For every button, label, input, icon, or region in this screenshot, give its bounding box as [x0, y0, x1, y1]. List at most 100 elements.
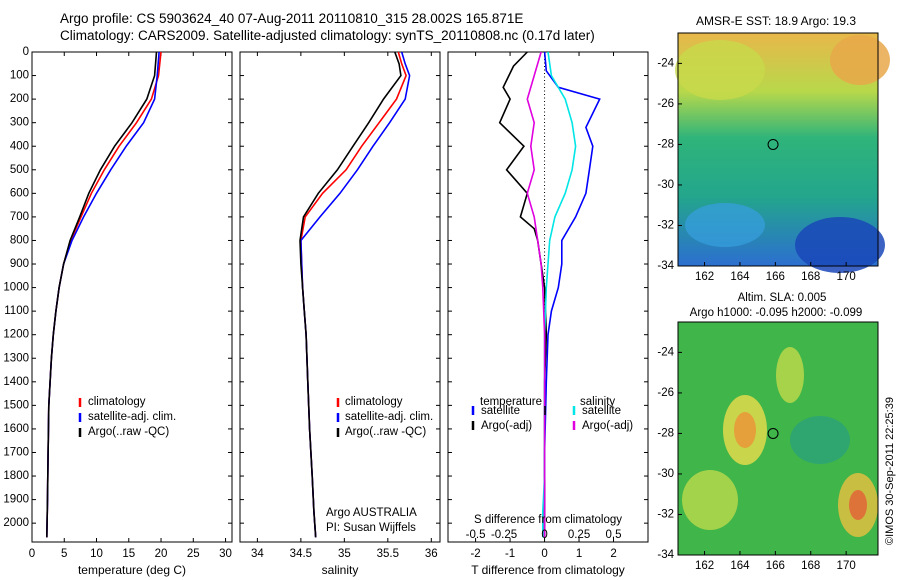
sla-high-patch — [682, 470, 738, 530]
map-x-tick-label: 166 — [766, 271, 785, 283]
legend-label-satellite: satellite-adj. clim. — [88, 411, 176, 423]
map-y-tick-label: -34 — [657, 260, 674, 272]
legend-label-temp-argo: Argo(-adj) — [481, 420, 532, 432]
sst-warm-patch — [675, 40, 765, 100]
x-tick-label: 35.5 — [377, 548, 399, 560]
map-x-tick-label: 162 — [695, 271, 714, 283]
x-tick-label: 20 — [155, 548, 168, 560]
x-tick-label: -1 — [505, 548, 515, 560]
y-tick-label: 400 — [10, 140, 29, 152]
x-tick-label: 0 — [541, 548, 547, 560]
y-tick-label: 900 — [10, 258, 29, 270]
difference-series — [498, 51, 601, 538]
y-tick-label: 500 — [10, 164, 29, 176]
map-x-tick-label: 166 — [766, 560, 785, 572]
y-tick-label: 1200 — [3, 329, 29, 341]
x-tick-label: 34 — [251, 548, 264, 560]
series-line-argo-adj- — [498, 51, 548, 538]
salinity-difference-scale: -0.5 -0.25 0 0.25 0.5 — [466, 529, 622, 541]
y-tick-label: 1300 — [3, 352, 29, 364]
difference-y-ticks — [448, 51, 648, 524]
map-y-tick-label: -28 — [657, 427, 674, 439]
temperature-series — [46, 51, 162, 538]
x-tick-label: 0 — [29, 548, 35, 560]
map-y-tick-label: -26 — [657, 387, 674, 399]
salinity-legend: climatology satellite-adj. clim. Argo(..… — [336, 396, 433, 438]
salinity-x-label: salinity — [322, 563, 359, 577]
depth-axis: 0 100 200 300 400 500 600 700 800 900 1000 1100 1200… — [3, 46, 232, 529]
x-tick-label: 1 — [576, 548, 582, 560]
series-line-argo-raw-qc- — [299, 51, 402, 538]
x-tick-label: 30 — [219, 548, 232, 560]
sst-map-title: AMSR-E SST: 18.9 Argo: 19.3 — [696, 14, 856, 28]
annotation-argo-australia: Argo AUSTRALIA — [326, 507, 417, 519]
legend-header-temperature: temperature — [480, 396, 542, 408]
difference-axes-frame — [447, 51, 649, 543]
salinity-y-ticks — [240, 51, 440, 524]
top-tick-label: 0.25 — [568, 529, 590, 541]
y-tick-label: 700 — [10, 211, 29, 223]
sla-high-core — [734, 412, 756, 448]
series-line-satellite — [543, 51, 601, 538]
y-tick-label: 300 — [10, 117, 29, 129]
argo-float-location-marker — [767, 427, 779, 439]
y-tick-label: 800 — [10, 234, 29, 246]
map-y-tick-label: -26 — [657, 98, 674, 110]
map-y-tick-label: -30 — [657, 179, 674, 191]
sla-map-title-line1: Altim. SLA: 0.005 — [738, 292, 827, 304]
map-x-tick-label: 168 — [801, 560, 820, 572]
x-tick-label: 2 — [610, 548, 616, 560]
map-x-tick-label: 164 — [730, 271, 750, 283]
map-y-tick-label: -30 — [657, 468, 674, 480]
sla-map-axes: 162 164 166 168 170 -24 -26 -28 -30 -32 -34 — [657, 346, 855, 572]
map-x-tick-label: 162 — [695, 560, 714, 572]
salinity-series — [299, 51, 411, 538]
x-tick-label: 34.5 — [290, 548, 312, 560]
legend-label-satellite: satellite-adj. clim. — [345, 411, 433, 423]
sst-cool-patch — [685, 203, 765, 247]
salinity-axes-frame — [239, 51, 441, 543]
map-y-tick-label: -28 — [657, 138, 674, 150]
sst-map-axes: 162 164 166 168 170 -24 -26 -28 -30 -32 -34 — [657, 57, 855, 283]
temperature-legend: climatology satellite-adj. clim. Argo(..… — [78, 396, 176, 438]
map-x-tick-label: 168 — [801, 271, 820, 283]
argo-float-location-marker — [767, 138, 779, 150]
plot-title-line2: Climatology: CARS2009. Satellite-adjuste… — [60, 28, 595, 43]
y-tick-label: 200 — [10, 93, 29, 105]
sla-low-patch — [790, 416, 850, 464]
sla-map-title-line2: Argo h1000: -0.095 h2000: -0.099 — [690, 307, 863, 319]
sst-cold-patch — [795, 217, 885, 273]
top-tick-label: 0.5 — [606, 529, 622, 541]
y-tick-label: 1500 — [3, 399, 29, 411]
map-x-tick-label: 170 — [837, 560, 856, 572]
sla-high-core — [849, 490, 867, 520]
top-tick-label: -0.25 — [491, 529, 517, 541]
plot-title-line1: Argo profile: CS 5903624_40 07-Aug-2011 … — [60, 11, 524, 26]
map-y-tick-label: -32 — [657, 220, 674, 232]
series-line-argo-adj- — [526, 51, 546, 538]
legend-label-argo: Argo(..raw -QC) — [345, 426, 426, 438]
imos-timestamp: ©IMOS 30-Sep-2011 22:25:39 — [884, 397, 896, 545]
map-y-tick-label: -24 — [657, 346, 674, 358]
map-x-tick-label: 164 — [730, 560, 750, 572]
annotation-pi: PI: Susan Wijffels — [326, 522, 416, 534]
series-line-argo-raw-qc- — [46, 51, 158, 538]
x-tick-label: 25 — [187, 548, 200, 560]
sst-map-panel: AMSR-E SST: 18.9 Argo: 19.3 162 164 166 168… — [657, 14, 890, 283]
difference-panel: -2 -1 0 1 2 T difference from climatology S … — [447, 51, 649, 577]
y-tick-label: 1100 — [4, 305, 29, 317]
y-tick-label: 2000 — [3, 517, 29, 529]
x-tick-label: 10 — [90, 548, 103, 560]
sst-map-frame — [677, 32, 879, 267]
sla-high-patch — [776, 347, 804, 403]
temperature-axes-frame — [31, 51, 233, 543]
x-tick-label: 36 — [425, 548, 438, 560]
difference-x-label: T difference from climatology — [471, 563, 625, 577]
map-x-tick-label: 170 — [837, 271, 856, 283]
difference-legend: temperature salinity satellite Argo(-adj… — [471, 396, 633, 432]
x-tick-label: 35 — [338, 548, 351, 560]
temperature-panel: 0100200300400500600700800900100011001200… — [3, 46, 233, 577]
y-tick-label: 1400 — [3, 376, 29, 388]
legend-label-temp-satellite: satellite — [481, 405, 520, 417]
